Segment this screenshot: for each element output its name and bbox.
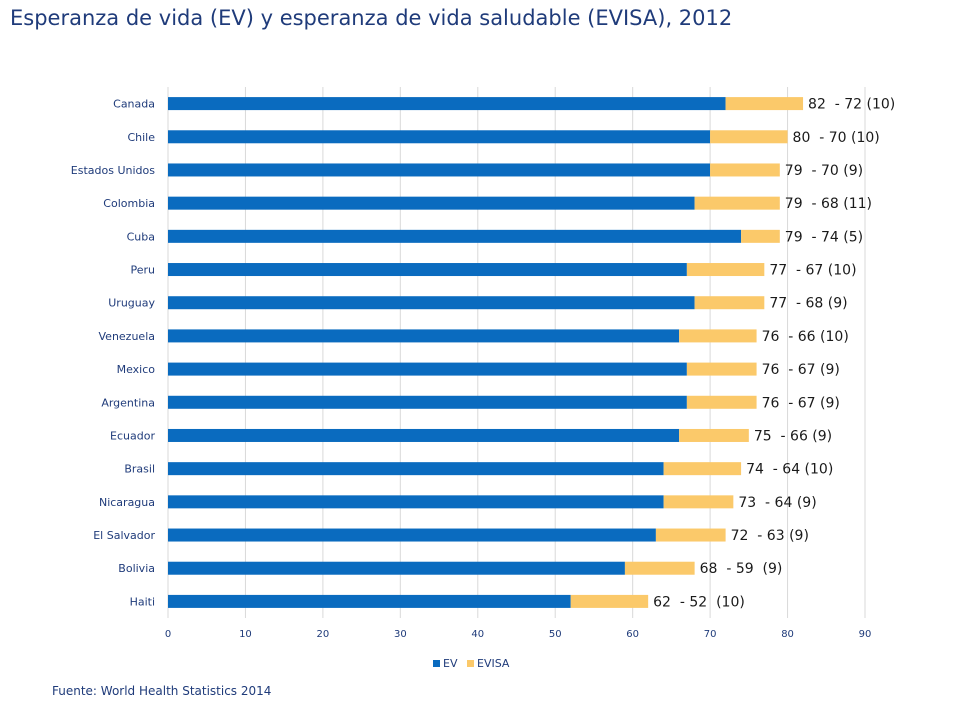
legend-swatch-ev [433, 660, 440, 667]
bar-ev [168, 229, 742, 243]
bar-ev [168, 196, 695, 210]
data-label: 79 - 68 (11) [785, 196, 872, 212]
data-label: 75 - 66 (9) [754, 428, 832, 444]
data-label: 76 - 67 (9) [762, 362, 840, 378]
legend-label-ev: EV [443, 657, 458, 670]
bars [168, 97, 804, 608]
legend-swatch-evisa [467, 660, 474, 667]
bar-evisa [663, 495, 734, 509]
category-label: Venezuela [99, 330, 156, 343]
bar-ev [168, 362, 687, 376]
bar-ev [168, 163, 711, 177]
bar-ev [168, 594, 571, 608]
bar-evisa [686, 263, 765, 277]
bar-evisa [663, 462, 742, 476]
bar-evisa [570, 594, 649, 608]
legend: EV EVISA [433, 657, 510, 670]
bar-evisa [679, 329, 757, 343]
x-tick-label: 70 [704, 629, 717, 640]
category-label: Estados Unidos [71, 164, 155, 177]
data-label: 79 - 74 (5) [785, 229, 863, 245]
category-label: Brasil [124, 463, 155, 476]
bar-evisa [655, 528, 726, 542]
category-labels: Canada Chile Estados Unidos Colombia Cuba Per… [71, 98, 156, 609]
data-label: 79 - 70 (9) [785, 163, 863, 179]
bar-ev [168, 561, 625, 575]
bar-evisa [686, 362, 757, 376]
category-label: Colombia [103, 197, 155, 210]
x-tick-label: 50 [549, 629, 562, 640]
bar-chart: Canada Chile Estados Unidos Colombia Cuba Per… [71, 87, 895, 670]
category-label: Argentina [101, 396, 155, 409]
bar-evisa [710, 163, 780, 177]
data-label: 73 - 64 (9) [738, 495, 816, 511]
data-label: 80 - 70 (10) [793, 130, 880, 146]
category-label: Canada [113, 98, 155, 111]
bar-ev [168, 428, 680, 442]
x-tick-label: 10 [239, 629, 252, 640]
bar-ev [168, 462, 664, 476]
bar-ev [168, 395, 687, 409]
category-label: Chile [127, 131, 155, 144]
x-tick-label: 80 [781, 629, 794, 640]
data-label: 77 - 68 (9) [769, 296, 847, 312]
chart-title: Esperanza de vida (EV) y esperanza de vi… [10, 6, 733, 30]
category-label: El Salvador [93, 529, 155, 542]
bar-evisa [694, 196, 780, 210]
bar-evisa [679, 428, 749, 442]
bar-ev [168, 528, 656, 542]
data-label: 82 - 72 (10) [808, 97, 895, 113]
data-label: 72 - 63 (9) [731, 528, 809, 544]
bar-ev [168, 296, 695, 310]
data-label: 76 - 67 (9) [762, 395, 840, 411]
category-label: Haiti [130, 595, 155, 608]
category-label: Cuba [127, 230, 155, 243]
bar-evisa [741, 229, 780, 243]
x-tick-label: 40 [471, 629, 484, 640]
data-label: 68 - 59 (9) [700, 561, 783, 577]
bar-ev [168, 97, 726, 111]
bar-evisa [624, 561, 695, 575]
category-label: Nicaragua [99, 496, 155, 509]
x-tick-label: 30 [394, 629, 407, 640]
data-labels: 82 - 72 (10) 80 - 70 (10) 79 - 70 (9) 79 - … [653, 97, 895, 611]
x-tick-label: 60 [626, 629, 639, 640]
bar-evisa [686, 395, 757, 409]
data-label: 62 - 52 (10) [653, 594, 745, 610]
data-label: 74 - 64 (10) [746, 462, 833, 478]
source-note: Fuente: World Health Statistics 2014 [52, 684, 272, 698]
bar-evisa [725, 97, 804, 111]
x-tick-label: 0 [165, 629, 171, 640]
bar-ev [168, 263, 687, 277]
category-label: Uruguay [108, 297, 155, 310]
bar-ev [168, 130, 711, 144]
x-tick-label: 90 [859, 629, 872, 640]
bar-ev [168, 495, 664, 509]
data-label: 76 - 66 (10) [762, 329, 849, 345]
legend-label-evisa: EVISA [477, 657, 510, 670]
x-tick-label: 20 [317, 629, 330, 640]
data-label: 77 - 67 (10) [769, 263, 856, 279]
category-label: Ecuador [110, 429, 155, 442]
bar-ev [168, 329, 680, 343]
bar-evisa [694, 296, 765, 310]
category-label: Mexico [117, 363, 156, 376]
bar-evisa [710, 130, 788, 144]
category-label: Bolivia [118, 562, 155, 575]
category-label: Peru [130, 264, 155, 277]
x-axis-tick-labels: 0 10 20 30 40 50 60 70 80 90 [165, 629, 872, 640]
